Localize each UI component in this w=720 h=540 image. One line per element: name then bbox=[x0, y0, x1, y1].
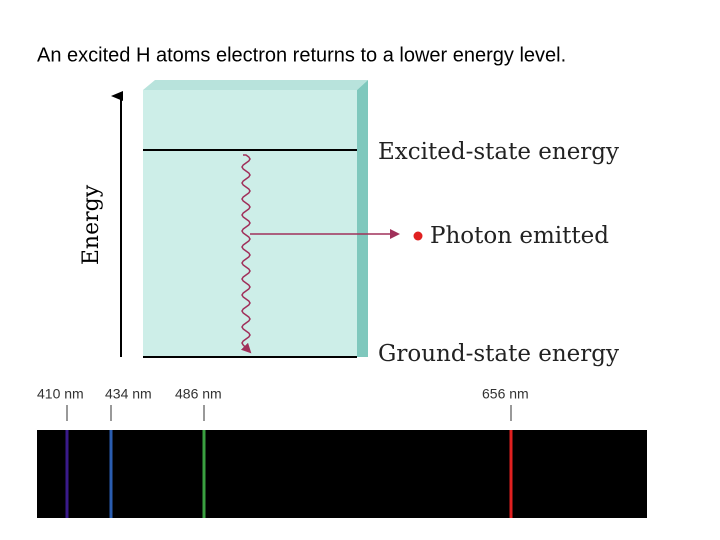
photon-label: Photon emitted bbox=[430, 223, 609, 249]
excited-label: Excited-state energy bbox=[378, 139, 619, 165]
line-label: 486 nm bbox=[175, 386, 222, 402]
line-label: 656 nm bbox=[482, 386, 529, 402]
line-label: 434 nm bbox=[105, 386, 152, 402]
line-label: 410 nm bbox=[37, 386, 84, 402]
ground-label: Ground-state energy bbox=[378, 341, 619, 367]
slide-title: An excited H atoms electron returns to a… bbox=[37, 44, 566, 66]
spectral-line bbox=[65, 430, 69, 518]
transition-wave bbox=[240, 154, 252, 354]
spectrum bbox=[37, 430, 647, 518]
spectral-line bbox=[109, 430, 113, 518]
box-side bbox=[357, 80, 368, 357]
spectral-line bbox=[509, 430, 513, 518]
spectral-line bbox=[202, 430, 206, 518]
label-ticks bbox=[66, 405, 512, 421]
axis-label: Energy bbox=[79, 184, 104, 265]
photon-dot bbox=[413, 231, 423, 241]
box-top bbox=[143, 80, 368, 90]
